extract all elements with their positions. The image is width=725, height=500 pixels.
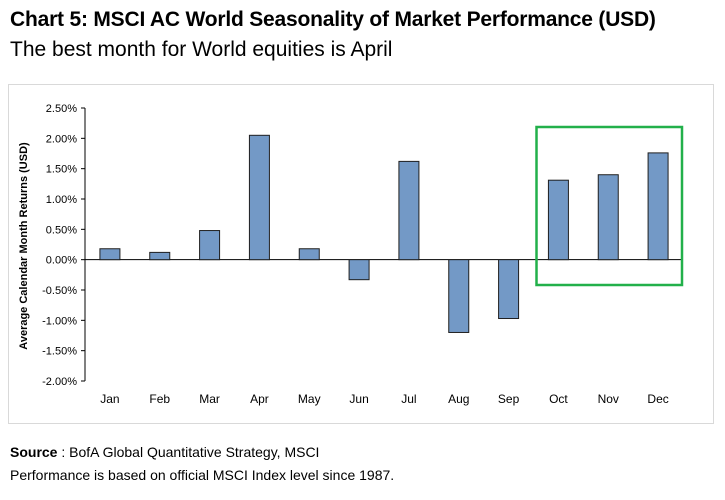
x-tick-label: Jan xyxy=(100,392,119,406)
y-axis: 2.50% 2.00% 1.50% 1.00% 0.50% 0.00% -0.50% -1.0… xyxy=(42,103,683,388)
source-line: Source : BofA Global Quantitative Strate… xyxy=(10,444,319,460)
x-tick-label: Mar xyxy=(199,392,220,406)
chart-frame xyxy=(8,84,714,424)
y-tick-label: 1.00% xyxy=(46,194,77,206)
chart-title: Chart 5: MSCI AC World Seasonality of Ma… xyxy=(10,8,656,31)
bar-jun xyxy=(348,259,370,281)
x-tick-label: Dec xyxy=(647,392,668,406)
bar-may xyxy=(298,248,320,261)
bar-nov xyxy=(597,174,619,261)
x-tick-label: Jun xyxy=(349,392,368,406)
x-tick-label: Apr xyxy=(250,392,269,406)
y-tick-label: -2.00% xyxy=(42,376,77,388)
source-separator: : xyxy=(57,444,70,460)
x-tick-label: Sep xyxy=(498,392,520,406)
y-axis-label: Average Calendar Month Returns (USD) xyxy=(18,142,30,350)
x-tick-label: Jul xyxy=(401,392,416,406)
y-tick-label: -0.50% xyxy=(42,285,77,297)
x-tick-label: Feb xyxy=(149,392,170,406)
chart-subtitle: The best month for World equities is Apr… xyxy=(10,38,393,61)
y-tick-label: -1.50% xyxy=(42,346,77,358)
source-label: Source xyxy=(10,444,58,460)
y-tick-label: 1.50% xyxy=(46,164,77,176)
x-tick-label: May xyxy=(298,392,321,406)
bar-oct xyxy=(547,179,569,261)
x-tick-label: Nov xyxy=(598,392,619,406)
y-tick-label: 0.00% xyxy=(46,255,77,267)
bar-dec xyxy=(647,152,669,261)
y-tick-label: 0.50% xyxy=(46,224,77,236)
bars xyxy=(99,125,684,333)
bar-feb xyxy=(149,251,171,261)
y-tick-label: -1.00% xyxy=(42,315,77,327)
highlight-box xyxy=(535,125,684,287)
source-text: BofA Global Quantitative Strategy, MSCI xyxy=(69,444,320,460)
x-axis-labels: Jan Feb Mar Apr May Jun Jul Aug Sep Oct Nov Dec xyxy=(100,392,669,406)
source-note: Performance is based on official MSCI In… xyxy=(10,467,395,483)
bar-sep xyxy=(498,259,520,320)
bar-apr xyxy=(248,134,270,261)
y-tick-label: 2.50% xyxy=(46,103,77,115)
bar-aug xyxy=(448,259,470,333)
bar-jul xyxy=(398,160,420,261)
bar-jan xyxy=(99,248,121,261)
y-tick-label: 2.00% xyxy=(46,133,77,145)
bar-mar xyxy=(199,230,221,261)
x-tick-label: Oct xyxy=(549,392,568,406)
x-tick-label: Aug xyxy=(448,392,469,406)
